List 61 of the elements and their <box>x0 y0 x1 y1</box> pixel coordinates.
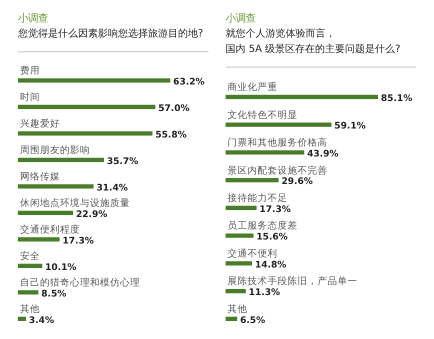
bar <box>18 316 26 321</box>
y-tick-label: 其他 <box>20 302 40 315</box>
y-tick-label: 休闲地点环境与设施质量 <box>20 196 130 209</box>
y-tick-label: 费用 <box>20 64 40 77</box>
data-label: 11.3% <box>248 288 280 298</box>
data-label: 8.5% <box>41 289 66 300</box>
bar <box>18 264 42 268</box>
bar <box>18 237 60 242</box>
bar <box>226 233 254 238</box>
data-label: 57.0% <box>158 104 190 114</box>
y-tick-label: 文化特色不明显 <box>227 108 298 121</box>
data-label: 55.8% <box>155 130 187 140</box>
bar <box>226 122 332 127</box>
bar <box>18 104 156 110</box>
chart-title: 小调查 <box>18 12 48 24</box>
data-label: 43.9% <box>307 149 338 160</box>
y-tick-label: 网络传媒 <box>20 170 60 183</box>
data-label: 85.1% <box>380 94 412 104</box>
chart-subtitle: 就您个人游览体验而言，国内 5A 级景区存在的主要问题是什么? <box>226 28 400 55</box>
chart-subtitle: 您觉得是什么因素影响您选择旅游目的地? <box>16 28 204 40</box>
bar <box>18 158 104 162</box>
bar <box>18 290 38 295</box>
bar <box>226 288 246 294</box>
y-tick-label: 交通便利程度 <box>20 223 80 236</box>
bar <box>226 206 257 210</box>
chart-title: 小调查 <box>226 12 256 24</box>
data-label: 22.9% <box>76 210 108 220</box>
y-tick-label: 自己的猎奇心理和模仿心理 <box>20 276 140 288</box>
y-tick-label: 交通不便利 <box>227 247 278 260</box>
data-label: 17.3% <box>62 236 94 246</box>
data-label: 10.1% <box>45 262 76 273</box>
data-label: 6.5% <box>240 316 266 326</box>
data-label: 29.6% <box>281 177 313 188</box>
y-tick-label: 时间 <box>20 91 40 104</box>
data-label: 31.4% <box>96 183 128 194</box>
bar <box>226 150 304 155</box>
bar <box>18 184 94 189</box>
data-label: 15.6% <box>256 232 288 243</box>
data-label: 14.8% <box>254 260 286 270</box>
bar <box>18 131 152 136</box>
bar <box>226 261 252 266</box>
y-tick-label: 景区内配套设施不完善 <box>227 164 328 176</box>
y-tick-label: 展陈技术手段陈旧，产品单一 <box>227 275 358 288</box>
y-tick-label: 安全 <box>20 250 40 262</box>
bar <box>18 78 170 83</box>
y-tick-label: 周围朋友的影响 <box>20 144 90 156</box>
bar <box>226 316 238 321</box>
y-tick-label: 商业化严重 <box>227 81 278 94</box>
bar <box>226 178 279 182</box>
y-tick-label: 其他 <box>227 302 248 315</box>
y-tick-label: 接待能力不足 <box>227 192 288 204</box>
data-label: 17.3% <box>259 204 291 215</box>
data-label: 59.1% <box>334 122 366 132</box>
data-label: 3.4% <box>28 316 54 326</box>
y-tick-label: 兴趣爱好 <box>20 118 60 130</box>
y-tick-label: 门票和其他服务价格高 <box>227 136 328 149</box>
bar <box>226 94 378 100</box>
bar <box>18 210 74 216</box>
data-label: 35.7% <box>106 156 138 167</box>
data-label: 63.2% <box>173 78 205 88</box>
y-tick-label: 员工服务态度差 <box>227 220 298 232</box>
